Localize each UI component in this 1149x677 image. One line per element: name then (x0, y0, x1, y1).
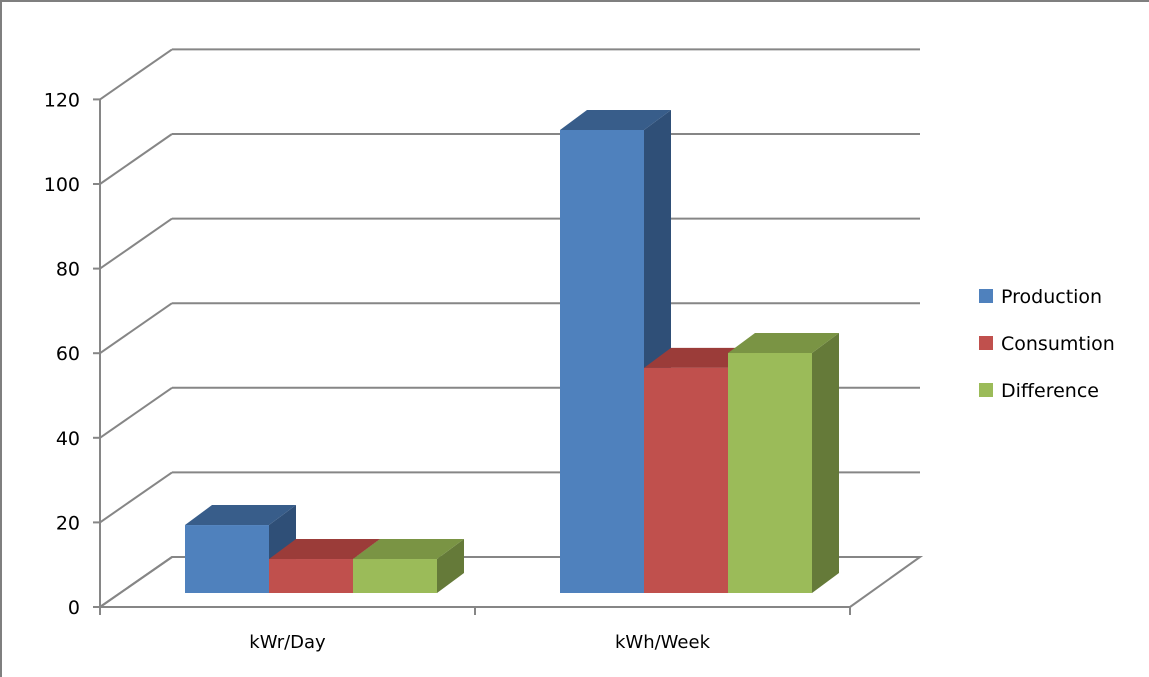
legend-swatch (979, 289, 993, 303)
wall-gridline (99, 471, 173, 524)
floor-outline (99, 556, 924, 608)
bar-side (812, 333, 839, 593)
y-tick-label: 60 (56, 343, 80, 365)
legend-item-production: Production (979, 286, 1102, 308)
y-tick-label: 100 (44, 174, 80, 196)
legend: Production Consumtion Difference (979, 286, 1115, 402)
bar-difference-2 (728, 333, 839, 593)
y-tick-label: 0 (68, 597, 80, 619)
legend-item-difference: Difference (979, 380, 1099, 402)
legend-item-consumtion: Consumtion (979, 333, 1115, 355)
bar-front (269, 559, 353, 593)
x-category-label: kWr/Day (249, 632, 326, 653)
y-tick-label: 80 (56, 259, 80, 281)
legend-swatch (979, 336, 993, 350)
bar-front (185, 525, 269, 593)
wall-gridline (99, 133, 173, 185)
y-tick-label: 40 (56, 428, 80, 450)
bar-front (728, 353, 812, 593)
wall-gridline (99, 48, 173, 101)
bar-top (728, 333, 839, 354)
wall-gridline (99, 217, 173, 270)
bar-front (560, 130, 644, 593)
bar-top (185, 505, 296, 526)
bar-top (353, 539, 464, 560)
bar-top (644, 347, 755, 368)
y-axis-ticks: 0 20 40 60 80 100 120 (44, 89, 100, 619)
x-axis-categories: kWr/Day kWh/Week (249, 632, 710, 653)
bar-top (560, 110, 671, 130)
bars (185, 110, 839, 593)
legend-label: Consumtion (1001, 333, 1115, 355)
gridlines (99, 48, 924, 608)
wall-gridline (99, 386, 173, 439)
bar-front (353, 559, 437, 593)
bar-production-2 (560, 110, 671, 593)
y-tick-label: 120 (44, 89, 80, 111)
legend-label: Difference (1001, 380, 1099, 402)
bar-side (437, 539, 464, 593)
legend-label: Production (1001, 286, 1102, 308)
bar-difference-1 (353, 539, 464, 593)
legend-swatch (979, 383, 993, 397)
bar-top (269, 539, 380, 560)
bar-front (644, 367, 728, 593)
wall-gridline (99, 302, 173, 355)
y-tick-label: 20 (56, 512, 80, 534)
x-category-label: kWh/Week (615, 632, 711, 653)
